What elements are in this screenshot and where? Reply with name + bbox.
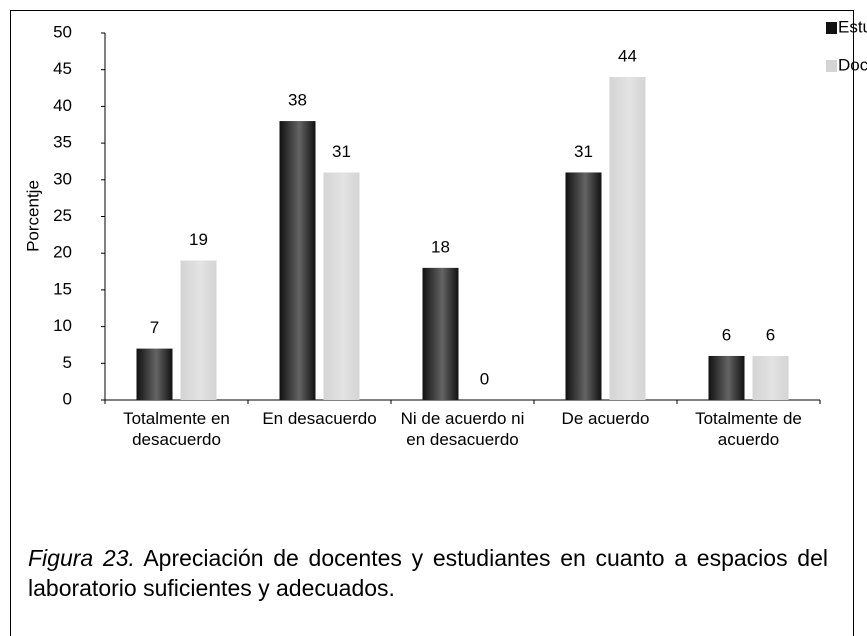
value-label: 31 [332,142,351,161]
value-label: 19 [189,230,208,249]
x-tick-label: Totalmente en desacuerdo [123,409,230,449]
bar-shine [279,121,316,400]
caption: Figura 23. Apreciación de docentes y est… [28,543,828,603]
value-label: 44 [618,47,637,66]
x-tick-label: Ni de acuerdo ni en desacuerdo [400,409,525,449]
legend-label: Estudiantes [838,17,867,36]
value-label: 6 [722,325,731,344]
y-tick-label: 40 [53,96,72,115]
value-label: 18 [431,237,450,256]
value-label: 0 [480,369,489,388]
y-tick-label: 25 [53,206,72,225]
caption-text: Apreciación de docentes y estudiantes en… [28,545,828,601]
y-tick-label: 0 [63,389,72,408]
value-label: 6 [766,325,775,344]
legend-swatch [826,60,837,72]
y-tick-label: 20 [53,243,72,262]
legend-label: Docentes [838,55,867,74]
bar-shine [180,260,217,400]
bar-shine [323,172,360,400]
bar-shine [752,355,789,400]
y-tick-label: 15 [53,279,72,298]
y-axis-label: Porcentje [23,180,42,252]
x-tick-label: De acuerdo [561,409,650,428]
frame [10,10,854,636]
bar-shine [422,267,459,400]
value-label: 38 [288,91,307,110]
x-tick-label: Totalmente de acuerdo [695,409,802,449]
y-tick-label: 10 [53,316,72,335]
y-tick-label: 50 [53,22,72,41]
value-label: 7 [150,318,159,337]
y-tick-label: 5 [63,353,72,372]
bar-shine [609,77,646,400]
y-tick-label: 30 [53,169,72,188]
y-tick-label: 35 [53,133,72,152]
value-label: 31 [574,142,593,161]
bar-shine [565,172,602,400]
x-tick-label: En desacuerdo [262,409,377,428]
bar-shine [136,348,173,400]
bar-shine [708,355,745,400]
legend-swatch [826,22,837,34]
caption-label: Figura 23. [28,545,135,571]
y-tick-label: 45 [53,59,72,78]
